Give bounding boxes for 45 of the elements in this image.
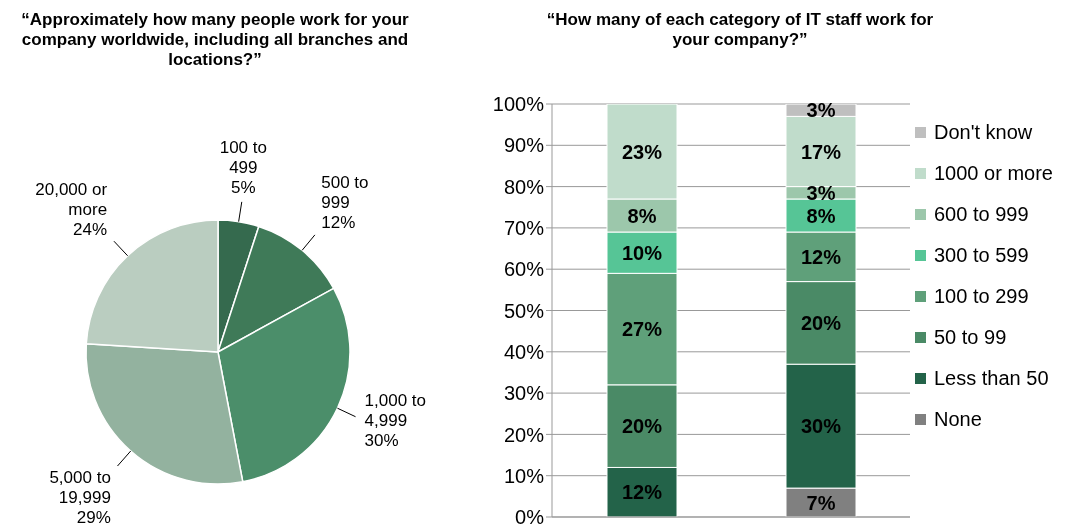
legend-label: Don't know	[934, 121, 1033, 144]
legend-label: None	[934, 408, 982, 431]
data-label: 7%	[806, 491, 836, 514]
legend-label: 300 to 599	[934, 244, 1029, 267]
data-label: 12%	[800, 245, 842, 268]
data-label: 30%	[800, 415, 842, 438]
data-label: 5%	[231, 177, 256, 197]
y-tick-label: 50%	[503, 299, 545, 322]
y-tick-label: 60%	[503, 258, 545, 281]
slice-label: 500 to 999	[321, 173, 369, 213]
data-label: 24%	[73, 219, 108, 239]
data-label: 12%	[321, 213, 356, 233]
data-label: 20%	[800, 311, 842, 334]
slice-label: 1,000 to 4,999	[364, 390, 427, 430]
data-label: 8%	[806, 204, 836, 227]
slice-label: 5,000 to 19,999	[49, 467, 111, 507]
y-tick-label: 100%	[492, 93, 545, 116]
y-tick-label: 20%	[503, 423, 545, 446]
legend-label: 600 to 999	[934, 203, 1029, 226]
legend-label: Less than 50	[934, 367, 1049, 390]
y-tick-label: 90%	[503, 134, 545, 157]
data-label: 27%	[621, 318, 663, 341]
y-tick-label: 0%	[515, 506, 545, 529]
data-label: 12%	[621, 481, 663, 504]
data-label: 29%	[76, 507, 111, 527]
data-label: 30%	[364, 430, 399, 450]
chart-title: “Approximately how many people work for your company worldwide, including all branches and locations?”	[20, 10, 410, 70]
legend-label: 100 to 299	[934, 285, 1029, 308]
y-tick-label: 80%	[503, 175, 545, 198]
data-label: 3%	[806, 99, 836, 122]
y-tick-label: 30%	[503, 382, 545, 405]
data-label: 10%	[621, 241, 663, 264]
slice-label: 20,000 or more	[35, 179, 108, 219]
chart-title: “How many of each category of IT staff work for your company?”	[545, 10, 935, 50]
y-tick-label: 10%	[503, 464, 545, 487]
legend-label: 50 to 99	[934, 326, 1007, 349]
data-label: 17%	[800, 140, 842, 163]
legend-label: 1000 or more	[934, 162, 1053, 185]
data-label: 20%	[621, 415, 663, 438]
y-tick-label: 40%	[503, 340, 545, 363]
y-tick-label: 70%	[503, 217, 545, 239]
data-label: 8%	[627, 204, 657, 227]
data-label: 23%	[621, 140, 663, 163]
slice-label: 100 to 499	[219, 137, 267, 177]
data-label: 3%	[806, 181, 836, 204]
